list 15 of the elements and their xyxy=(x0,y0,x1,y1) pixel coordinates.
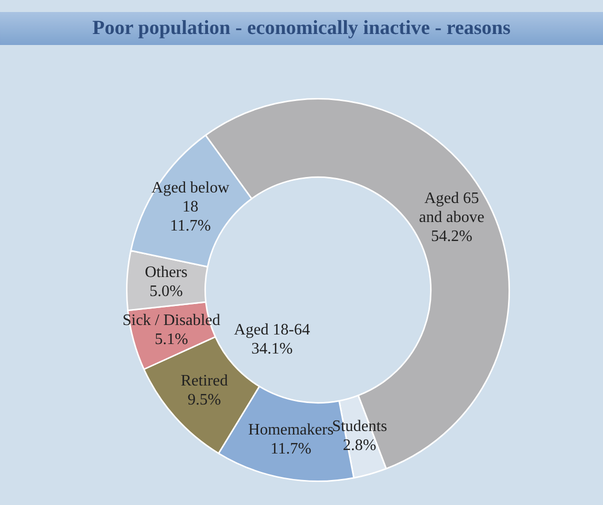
data-label: 5.0% xyxy=(149,283,183,300)
slice-label: Students xyxy=(332,418,388,435)
slice-label: Homemakers xyxy=(248,421,334,438)
chart-title: Poor population - economically inactive - reasons xyxy=(0,12,603,45)
data-label: 9.5% xyxy=(188,392,221,409)
data-label: 5.1% xyxy=(154,330,188,348)
data-label: 11.7% xyxy=(270,440,312,458)
text: Aged 18-64 34.1% xyxy=(234,322,310,358)
data-label: 2.8% xyxy=(342,436,376,454)
slice-label: Aged 65 and above xyxy=(419,190,484,226)
slice-label: Aged below 18 xyxy=(152,180,230,216)
data-label: 11.7% xyxy=(170,218,211,235)
data-label: 54.2% xyxy=(431,228,472,245)
slice-label: Others xyxy=(144,264,188,282)
slice-label: Retired xyxy=(180,372,228,390)
